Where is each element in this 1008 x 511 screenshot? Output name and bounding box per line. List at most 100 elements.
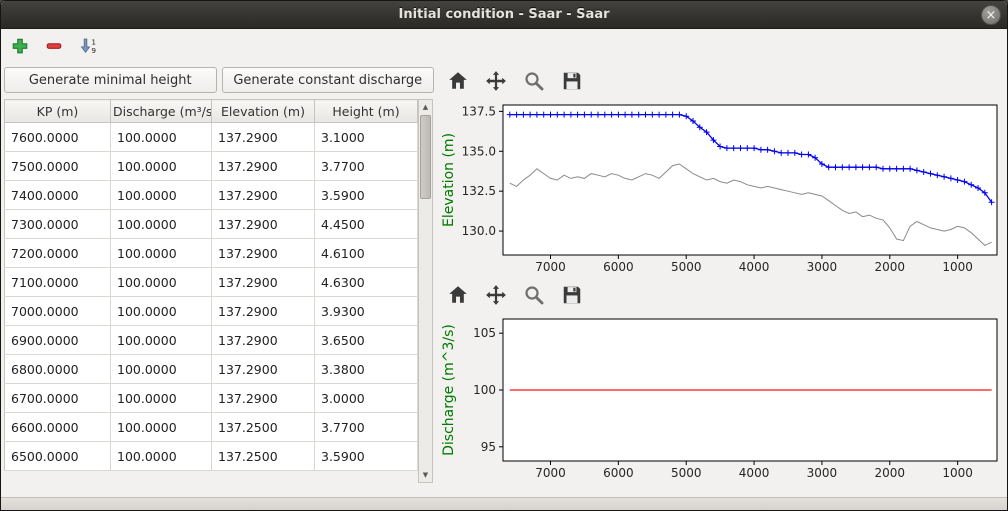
scrollbar-thumb[interactable] [420,115,431,199]
discharge-save-button[interactable] [557,282,587,310]
table-cell[interactable]: 7000.0000 [4,296,111,326]
edit-toolbar: 1 9 [5,31,103,63]
table-cell[interactable]: 3.7700 [314,151,418,181]
table-cell[interactable]: 100.0000 [110,441,212,471]
table-row: 7500.0000 100.0000 137.2900 3.7700 [4,151,418,181]
column-header[interactable]: KP (m) [4,99,111,123]
table-cell[interactable]: 6700.0000 [4,383,111,413]
table-cell[interactable]: 3.9300 [314,296,418,326]
scroll-down-button[interactable]: ▼ [422,471,429,479]
table-cell[interactable]: 100.0000 [110,180,212,210]
table-cell[interactable]: 137.2900 [211,238,315,268]
generate-minimal-height-button[interactable]: Generate minimal height [4,67,217,93]
table-row: 7200.0000 100.0000 137.2900 4.6100 [4,238,418,268]
table-body: 7600.0000 100.0000 137.2900 3.1000 7500.0000… [4,122,418,471]
svg-text:2000: 2000 [875,466,906,480]
svg-text:Discharge (m^3/s): Discharge (m^3/s) [441,324,457,456]
table-cell[interactable]: 137.2900 [211,122,315,152]
close-button[interactable]: × [981,5,1001,25]
discharge-chart[interactable]: 7000 6000 5000 4000 3000 2000 1000 95 100 105 Disc… [439,313,1003,483]
table-cell[interactable]: 137.2900 [211,354,315,384]
svg-text:6000: 6000 [603,260,634,274]
table-cell[interactable]: 7400.0000 [4,180,111,210]
add-icon [11,37,29,58]
table-cell[interactable]: 3.7700 [314,412,418,442]
table-cell[interactable]: 3.6500 [314,325,418,355]
elevation-pan-button[interactable] [481,68,511,96]
table-cell[interactable]: 6600.0000 [4,412,111,442]
elevation-home-button[interactable] [443,68,473,96]
table-row: 7000.0000 100.0000 137.2900 3.9300 [4,296,418,326]
plots-panel: 7000 6000 5000 4000 3000 2000 1000 130.0 132.5 13… [439,65,1003,483]
table-cell[interactable]: 7200.0000 [4,238,111,268]
svg-text:5000: 5000 [671,260,702,274]
table-cell[interactable]: 7500.0000 [4,151,111,181]
close-icon: × [985,7,997,23]
svg-text:7000: 7000 [535,466,566,480]
sort-rows-button[interactable]: 1 9 [73,33,103,61]
table-cell[interactable]: 100.0000 [110,325,212,355]
discharge-pan-button[interactable] [481,282,511,310]
table-cell[interactable]: 137.2900 [211,383,315,413]
discharge-home-button[interactable] [443,282,473,310]
table-cell[interactable]: 137.2900 [211,267,315,297]
table-cell[interactable]: 100.0000 [110,383,212,413]
table-cell[interactable]: 137.2900 [211,180,315,210]
table-row: 6700.0000 100.0000 137.2900 3.0000 [4,383,418,413]
elevation-save-button[interactable] [557,68,587,96]
table-cell[interactable]: 4.4500 [314,209,418,239]
remove-icon [45,37,63,58]
table-cell[interactable]: 100.0000 [110,209,212,239]
table-row: 7400.0000 100.0000 137.2900 3.5900 [4,180,418,210]
remove-row-button[interactable] [39,33,69,61]
table-cell[interactable]: 100.0000 [110,267,212,297]
table-cell[interactable]: 7300.0000 [4,209,111,239]
bottom-strip [1,497,1007,510]
table-cell[interactable]: 100.0000 [110,412,212,442]
svg-text:105: 105 [473,326,496,340]
table-cell[interactable]: 7600.0000 [4,122,111,152]
column-header[interactable]: Height (m) [314,99,418,123]
scroll-up-button[interactable]: ▲ [422,103,429,111]
table-cell[interactable]: 137.2500 [211,441,315,471]
table-cell[interactable]: 100.0000 [110,296,212,326]
table-cell[interactable]: 100.0000 [110,122,212,152]
table-cell[interactable]: 137.2900 [211,209,315,239]
table-cell[interactable]: 100.0000 [110,238,212,268]
svg-text:95: 95 [481,440,496,454]
add-row-button[interactable] [5,33,35,61]
table-cell[interactable]: 137.2900 [211,296,315,326]
table-row: 6800.0000 100.0000 137.2900 3.3800 [4,354,418,384]
table-cell[interactable]: 3.0000 [314,383,418,413]
table-cell[interactable]: 6900.0000 [4,325,111,355]
table-vertical-scrollbar[interactable]: ▲ ▼ [418,99,433,483]
table-cell[interactable]: 3.5900 [314,441,418,471]
table-cell[interactable]: 4.6100 [314,238,418,268]
svg-text:3000: 3000 [807,466,838,480]
column-header[interactable]: Discharge (m³/s) [110,99,212,123]
table-cell[interactable]: 4.6300 [314,267,418,297]
table-cell[interactable]: 7100.0000 [4,267,111,297]
discharge-zoom-button[interactable] [519,282,549,310]
table-cell[interactable]: 137.2900 [211,325,315,355]
table-cell[interactable]: 6800.0000 [4,354,111,384]
table-row: 7600.0000 100.0000 137.2900 3.1000 [4,122,418,152]
pan-icon [485,70,507,95]
table-cell[interactable]: 100.0000 [110,354,212,384]
elevation-zoom-button[interactable] [519,68,549,96]
table-cell[interactable]: 3.3800 [314,354,418,384]
table-cell[interactable]: 3.1000 [314,122,418,152]
svg-text:7000: 7000 [535,260,566,274]
table-cell[interactable]: 6500.0000 [4,441,111,471]
titlebar[interactable]: Initial condition - Saar - Saar × [1,1,1007,29]
table-row: 7100.0000 100.0000 137.2900 4.6300 [4,267,418,297]
table-cell[interactable]: 137.2900 [211,151,315,181]
table-cell[interactable]: 3.5900 [314,180,418,210]
table-cell[interactable]: 137.2500 [211,412,315,442]
svg-text:135.0: 135.0 [462,144,496,158]
generate-constant-discharge-button[interactable]: Generate constant discharge [221,67,434,93]
elevation-chart[interactable]: 7000 6000 5000 4000 3000 2000 1000 130.0 132.5 13… [439,99,1003,277]
table-cell[interactable]: 100.0000 [110,151,212,181]
column-header[interactable]: Elevation (m) [211,99,315,123]
